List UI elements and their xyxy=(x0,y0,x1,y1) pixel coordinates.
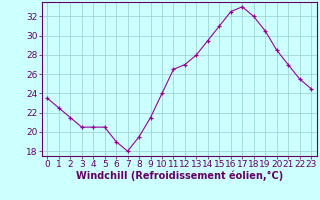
X-axis label: Windchill (Refroidissement éolien,°C): Windchill (Refroidissement éolien,°C) xyxy=(76,171,283,181)
